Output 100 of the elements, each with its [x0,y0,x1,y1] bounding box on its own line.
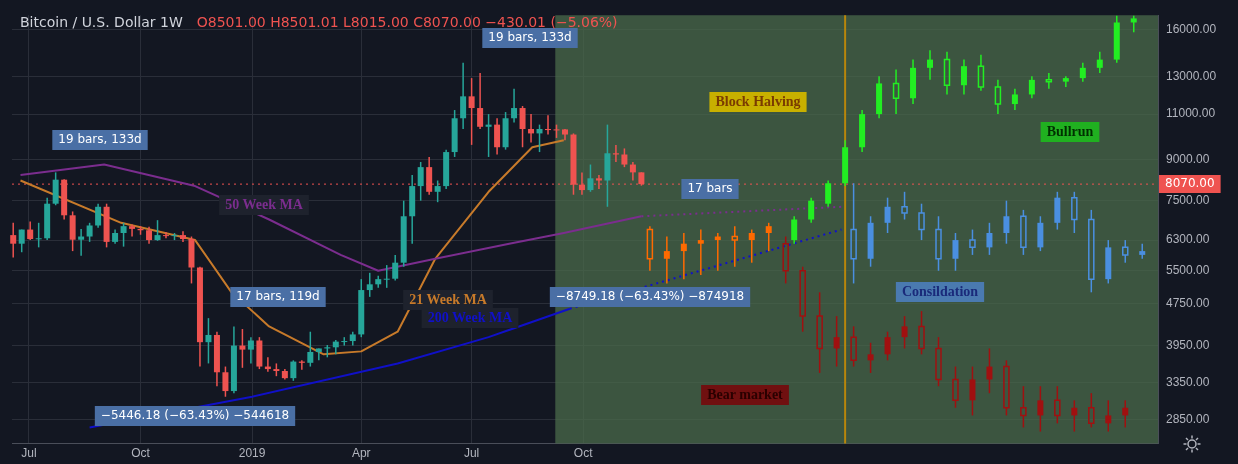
y-tick-label: 2850.00 [1166,411,1210,426]
candlestick [222,365,229,398]
x-tick-label: 2019 [238,446,266,461]
candlestick [1011,88,1018,111]
y-tick-label: 13000.00 [1166,68,1217,83]
candlestick [697,228,704,276]
candlestick [511,88,518,124]
y-tick-label: 6300.00 [1166,232,1210,247]
candlestick [163,231,170,240]
candlestick [477,72,484,130]
annotation: −5446.18 (−63.43%) −544618 [100,408,290,423]
candlestick [120,222,127,248]
candlestick [205,317,212,365]
candlestick [1003,199,1010,245]
candlestick [392,254,399,282]
candlestick [986,347,993,394]
candlestick [816,291,823,374]
annotation: −8749.18 (−63.43%) −874918 [555,289,745,304]
candlestick [468,77,475,146]
candlestick [239,328,246,369]
candlestick [663,235,670,285]
candlestick [825,179,832,208]
candlestick [383,264,390,289]
candlestick [1122,399,1129,429]
candlestick [892,68,900,115]
chart-title: Bitcoin / U.S. Dollar 1W [20,14,183,30]
candlestick [1105,399,1112,433]
candlestick [1037,385,1044,433]
candlestick [621,147,628,168]
candlestick [129,223,136,238]
x-tick-label: Jul [21,446,37,461]
series-label: 200 Week MA [427,309,514,325]
candlestick [884,196,891,234]
annotation: 19 bars, 133d [488,30,572,45]
candlestick [952,232,959,272]
candlestick [519,105,526,148]
candlestick [791,215,798,245]
candlestick [417,161,424,202]
candlestick [646,225,654,272]
candlestick [78,228,85,257]
candlestick [1096,50,1103,74]
candlestick [95,202,102,229]
candlestick [960,58,967,96]
series-label: 50 Week MA [225,196,304,212]
annotation: Consildation [901,283,979,299]
candlestick [460,62,467,130]
y-tick-label: 11000.00 [1166,106,1216,121]
candlestick [884,330,891,362]
candlestick [850,182,857,285]
candlestick [927,49,934,81]
candlestick [808,196,815,224]
candlestick [943,50,951,96]
candlestick [748,228,755,264]
candlestick [494,117,501,156]
candlestick [35,222,42,249]
candlestick [10,222,17,259]
x-tick-label: Apr [351,446,371,461]
candlestick [307,330,314,368]
annotation: 17 bars [687,181,733,196]
candlestick [290,359,297,382]
candlestick [366,272,373,298]
y-tick-label: 7500.00 [1166,192,1210,207]
chart-subtitle: O8501.00 H8501.01 L8015.00 C8070.00 −430.01 (−5.06%) [196,14,618,30]
series-label: 21 Week MA [409,291,488,307]
annotation: Block Halving [715,93,801,109]
annotation: Bear market [707,386,784,402]
candlestick [485,113,492,158]
candlestick [154,219,161,242]
y-tick-label: 16000.00 [1166,21,1217,36]
candlestick [86,222,93,243]
candlestick [434,179,441,203]
x-tick-label: Oct [573,446,594,461]
candlestick [765,222,772,252]
y-tick-label: 9000.00 [1166,151,1210,166]
x-tick-label: Oct [131,446,151,461]
candlestick [27,220,34,241]
y-tick-label: 3350.00 [1166,375,1210,390]
annotation: 19 bars, 133d [58,132,142,147]
candlestick [1139,242,1146,260]
y-tick-label: 4750.00 [1166,296,1210,311]
candlestick [986,222,993,256]
candlestick [680,232,687,280]
y-tick-label: 3950.00 [1166,337,1210,352]
candlestick [867,341,874,374]
candlestick [1028,75,1035,99]
x-tick-label: Jul [463,446,480,461]
y-tick-label: 5500.00 [1166,263,1210,278]
candlestick [901,315,908,350]
candlestick [977,54,985,92]
candlestick [247,336,254,365]
annotation: Bullrun [1046,123,1094,139]
ref-line-label: 8070.00 [1165,176,1215,191]
candlestick [1045,72,1053,90]
annotation: 17 bars, 119d [236,289,320,304]
candlestick [994,79,1002,115]
candlestick [1079,62,1086,83]
candlestick [969,365,976,417]
candlestick [587,163,594,193]
candlestick [1071,399,1078,433]
candlestick [833,315,840,368]
